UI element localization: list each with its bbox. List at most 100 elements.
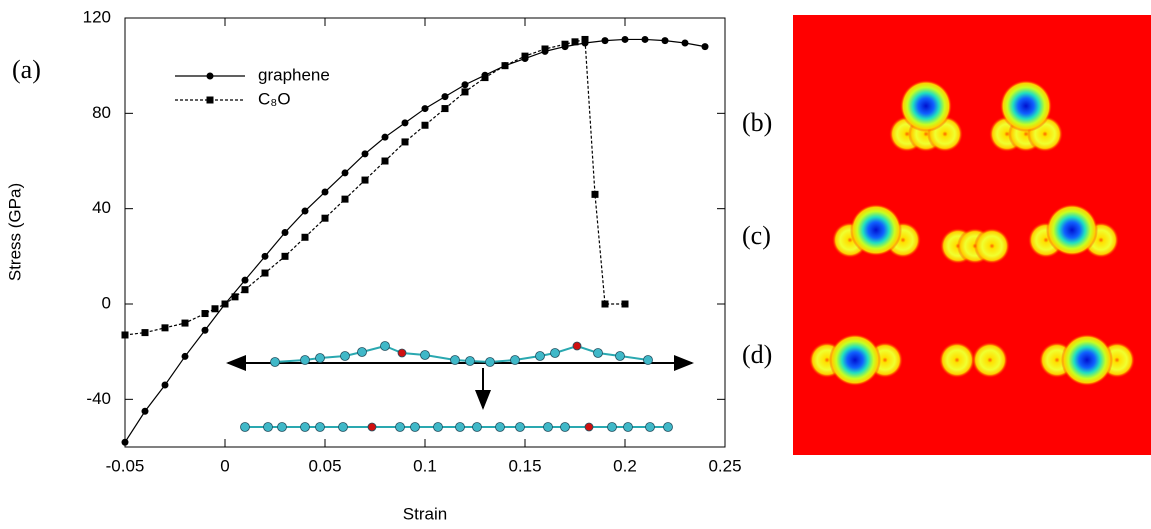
data-point	[501, 62, 509, 70]
data-point	[601, 300, 609, 308]
data-point	[211, 305, 219, 313]
legend-marker	[206, 72, 214, 80]
data-point	[181, 352, 189, 360]
data-point	[461, 81, 469, 89]
data-point	[341, 169, 349, 177]
atom	[535, 351, 545, 361]
y-tick-label: 0	[102, 293, 111, 312]
data-point	[441, 93, 449, 101]
data-point	[421, 121, 429, 129]
atom	[645, 422, 655, 432]
data-point	[241, 276, 249, 284]
atom	[543, 422, 553, 432]
data-point	[521, 52, 529, 60]
data-point	[261, 269, 269, 277]
y-axis-label: Stress (GPa)	[5, 183, 24, 281]
x-axis-label: Strain	[403, 504, 447, 523]
atom	[380, 341, 390, 351]
data-line	[124, 38, 625, 336]
data-point	[461, 88, 469, 96]
atom	[277, 422, 287, 432]
y-tick-label: 80	[92, 103, 111, 122]
data-point	[231, 293, 239, 301]
oxygen-density	[1000, 80, 1052, 132]
atom	[315, 422, 325, 432]
data-point	[261, 252, 269, 260]
x-tick-label: 0.25	[708, 456, 741, 475]
data-point	[401, 119, 409, 127]
data-point	[591, 190, 599, 198]
data-point	[681, 39, 689, 47]
carbon-density	[974, 228, 1010, 264]
panel-label: (c)	[742, 221, 771, 250]
data-point	[561, 40, 569, 48]
oxygen-density	[1061, 334, 1113, 386]
atom	[240, 422, 250, 432]
atom	[515, 422, 525, 432]
atom	[510, 355, 520, 365]
data-point	[281, 229, 289, 236]
charge-density	[809, 80, 1135, 386]
oxygen-density	[829, 334, 881, 386]
atom	[315, 353, 325, 363]
data-point	[341, 195, 349, 203]
x-tick-label: 0.2	[613, 456, 637, 475]
legend-label: graphene	[258, 65, 330, 84]
atom	[338, 422, 348, 432]
data-point	[601, 37, 609, 45]
data-point	[301, 207, 309, 215]
atom	[623, 422, 633, 432]
atom	[367, 422, 377, 432]
data-point	[321, 214, 329, 222]
atom	[397, 348, 407, 358]
atom	[550, 348, 560, 358]
data-point	[401, 138, 409, 146]
atom	[560, 422, 570, 432]
atom	[572, 341, 582, 351]
atom	[300, 355, 310, 365]
data-point	[571, 38, 579, 46]
data-point	[381, 133, 389, 141]
data-point	[621, 35, 629, 43]
oxygen-density	[900, 80, 952, 132]
structure-inset	[226, 341, 694, 432]
data-point	[701, 43, 709, 51]
x-tick-label: 0.15	[508, 456, 541, 475]
data-point	[301, 233, 309, 241]
x-tick-label: 0.05	[308, 456, 341, 475]
data-point	[201, 326, 209, 334]
y-tick-label: 120	[83, 7, 111, 26]
data-point	[541, 45, 549, 53]
atom	[472, 422, 482, 432]
data-point	[201, 310, 209, 318]
atom	[607, 422, 617, 432]
x-tick-label: 0.1	[413, 456, 437, 475]
data-point	[161, 381, 169, 389]
panel-label: (a)	[12, 55, 41, 84]
atom	[584, 422, 594, 432]
data-point	[641, 35, 649, 43]
atom	[455, 422, 465, 432]
bond	[274, 344, 649, 364]
x-tick-label: -0.05	[106, 456, 145, 475]
atom	[433, 422, 443, 432]
data-point	[421, 105, 429, 113]
atom	[495, 422, 505, 432]
atom	[593, 348, 603, 358]
legend-marker	[206, 96, 214, 104]
atom	[395, 422, 405, 432]
data-point	[121, 438, 129, 446]
data-point	[361, 176, 369, 184]
y-tick-label: 40	[92, 198, 111, 217]
data-point	[321, 188, 329, 196]
atom	[615, 351, 625, 361]
data-point	[381, 157, 389, 165]
data-point	[661, 37, 669, 45]
atom	[263, 422, 273, 432]
atom	[663, 422, 673, 432]
data-point	[141, 407, 149, 415]
data-point	[621, 300, 629, 308]
x-tick-label: 0	[220, 456, 229, 475]
atom	[420, 350, 430, 360]
